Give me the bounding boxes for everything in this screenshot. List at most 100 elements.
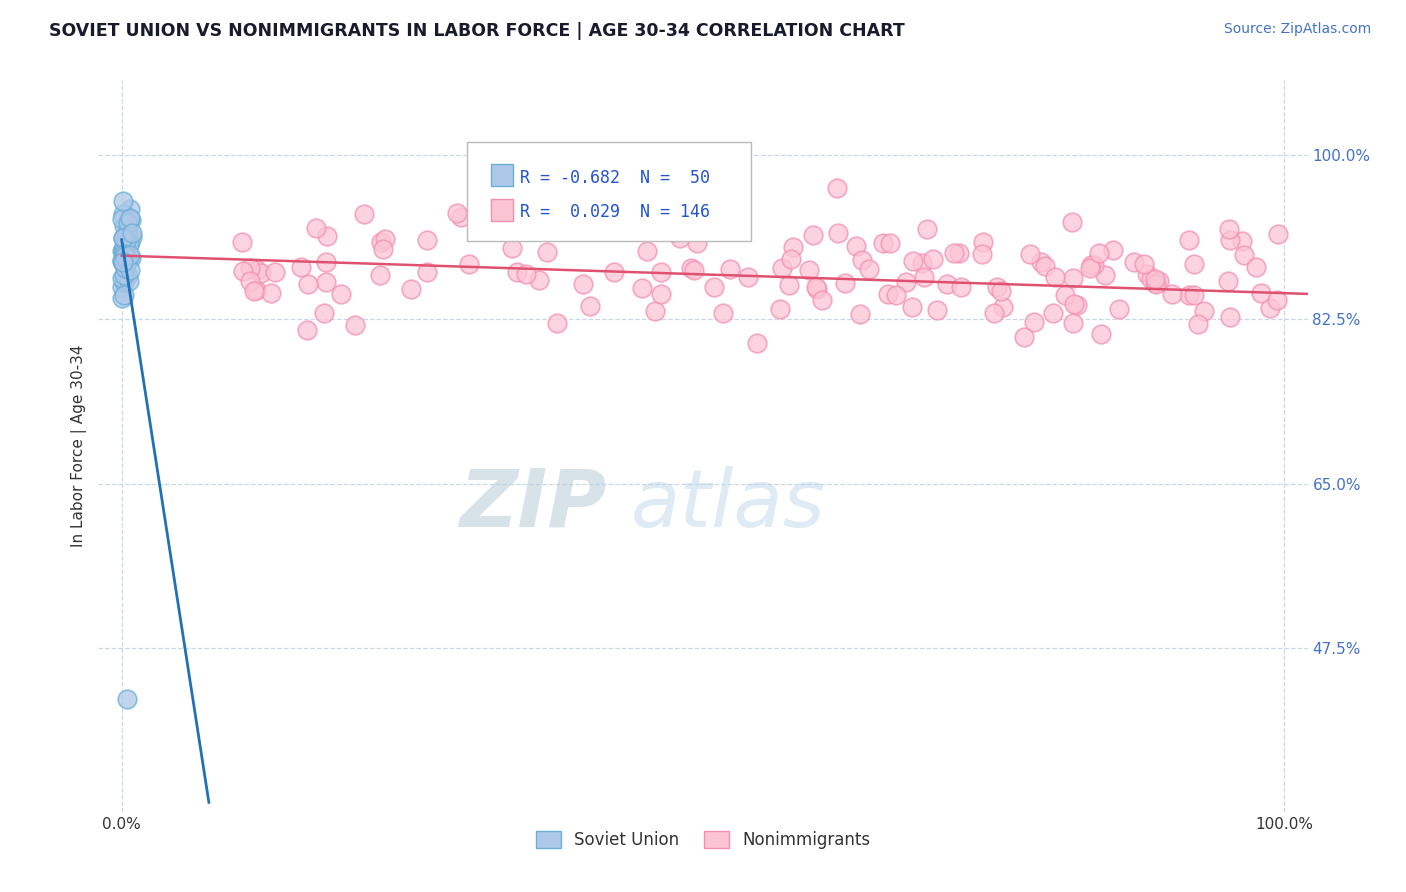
Point [1260, 301, 1282, 315]
Point [111, 254, 134, 268]
Point [591, 207, 613, 221]
Point [231, 235, 253, 249]
Point [927, 302, 949, 317]
Point [827, 181, 849, 195]
Point [876, 286, 898, 301]
Point [118, 274, 141, 288]
Point [118, 211, 141, 225]
Point [1144, 272, 1167, 286]
Point [1043, 269, 1066, 284]
Point [1182, 288, 1205, 302]
Point [114, 255, 136, 269]
Text: atlas: atlas [630, 466, 825, 543]
Point [121, 227, 143, 241]
Point [112, 239, 135, 253]
Point [260, 285, 283, 300]
Point [111, 253, 134, 268]
Point [683, 263, 706, 277]
Point [330, 286, 353, 301]
Point [827, 226, 849, 240]
Point [901, 254, 924, 268]
Point [948, 245, 970, 260]
Point [416, 265, 439, 279]
Point [575, 183, 598, 197]
Point [986, 280, 1008, 294]
Point [112, 244, 135, 259]
Point [737, 269, 759, 284]
Point [1078, 260, 1101, 275]
Point [501, 241, 523, 255]
Legend: Soviet Union, Nonimmigrants: Soviet Union, Nonimmigrants [529, 824, 877, 856]
Point [114, 260, 136, 275]
Point [117, 692, 139, 706]
Point [290, 260, 312, 275]
Point [747, 336, 769, 351]
Point [983, 306, 1005, 320]
Point [669, 231, 692, 245]
Point [1230, 234, 1253, 248]
Point [972, 235, 994, 250]
Point [681, 260, 703, 275]
Point [1083, 258, 1105, 272]
Point [1219, 310, 1241, 325]
Point [1022, 315, 1045, 329]
Point [446, 206, 468, 220]
Point [630, 281, 652, 295]
Point [111, 253, 134, 268]
Point [1088, 245, 1111, 260]
Point [515, 267, 537, 281]
Point [1143, 276, 1166, 290]
Point [703, 280, 725, 294]
Point [111, 207, 134, 221]
Point [1161, 287, 1184, 301]
Point [344, 318, 367, 332]
Point [1219, 233, 1241, 247]
Point [118, 202, 141, 216]
Point [1265, 293, 1288, 307]
Point [886, 288, 908, 302]
Point [415, 233, 437, 247]
Point [799, 263, 821, 277]
Point [1094, 268, 1116, 283]
Point [467, 203, 489, 218]
Point [810, 293, 832, 307]
Point [112, 288, 135, 302]
Point [117, 268, 139, 282]
Point [1267, 227, 1289, 242]
Point [120, 213, 142, 227]
Point [778, 277, 800, 292]
Point [650, 265, 672, 279]
Point [1033, 259, 1056, 273]
Point [120, 248, 142, 262]
Point [834, 276, 856, 290]
Point [1042, 306, 1064, 320]
Point [239, 274, 262, 288]
Point [115, 226, 138, 240]
Point [118, 262, 141, 277]
Point [603, 265, 626, 279]
Point [112, 241, 135, 255]
Point [245, 283, 267, 297]
Point [1178, 287, 1201, 301]
Point [112, 194, 135, 208]
Point [1066, 298, 1088, 312]
Point [1063, 296, 1085, 310]
Point [120, 252, 142, 266]
Point [114, 250, 136, 264]
Point [943, 246, 966, 260]
Point [111, 271, 134, 285]
Point [297, 324, 319, 338]
Text: ZIP: ZIP [458, 466, 606, 543]
Point [912, 269, 935, 284]
Point [112, 231, 135, 245]
Point [353, 207, 375, 221]
Point [111, 211, 134, 226]
Point [711, 306, 734, 320]
Point [314, 306, 336, 320]
Point [1012, 330, 1035, 344]
Point [780, 252, 803, 266]
Point [117, 216, 139, 230]
Point [1060, 215, 1083, 229]
FancyBboxPatch shape [492, 199, 513, 220]
Point [921, 252, 943, 266]
